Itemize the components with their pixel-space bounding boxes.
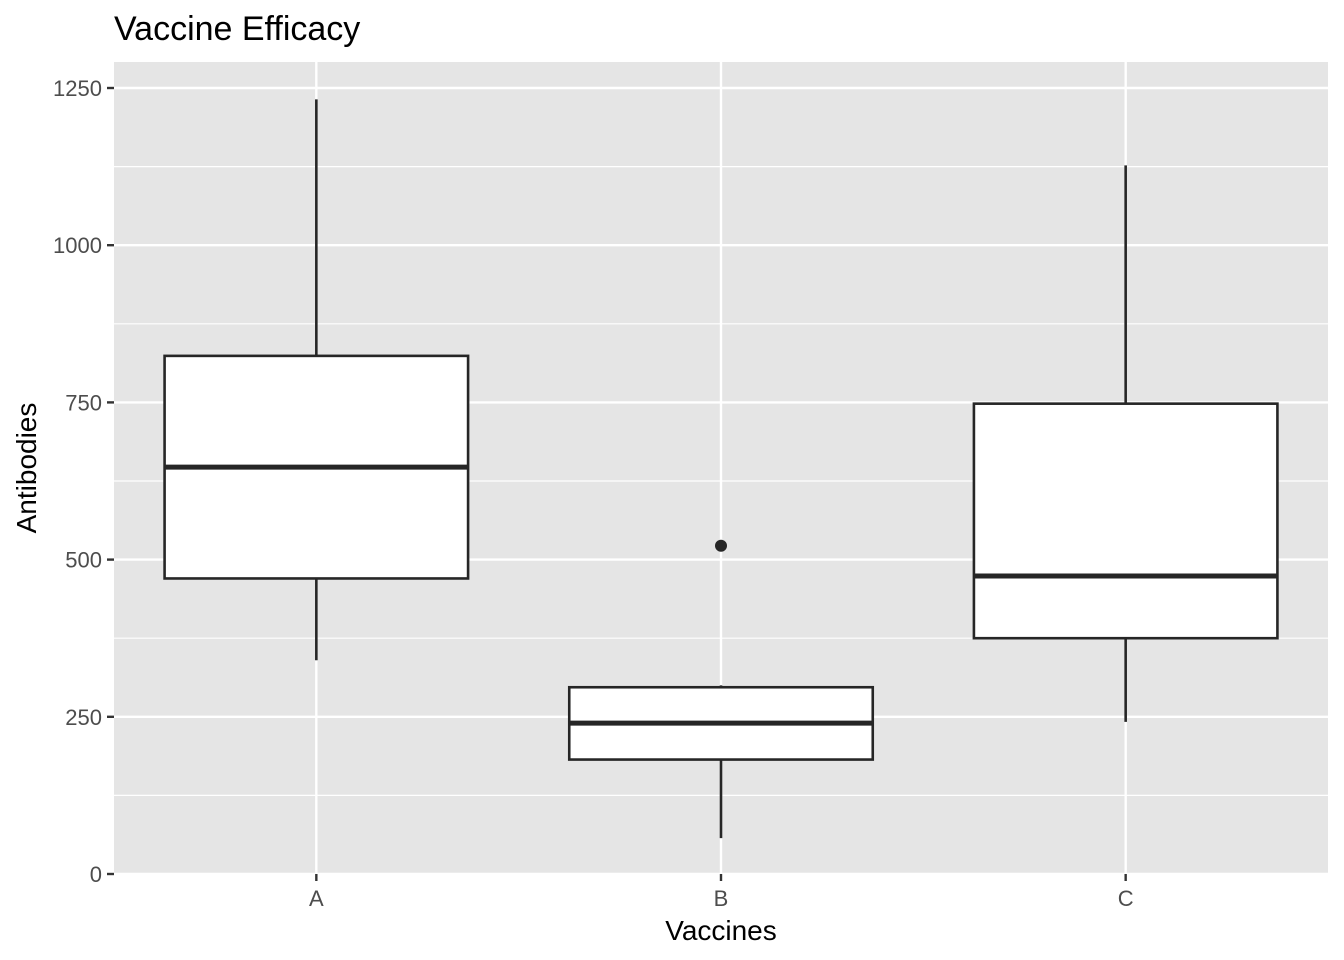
box-b bbox=[567, 539, 875, 839]
x-axis: A B C bbox=[309, 874, 1134, 911]
box-c bbox=[972, 165, 1279, 722]
outlier-point bbox=[715, 539, 727, 552]
y-axis: 0 250 500 750 1000 1250 bbox=[53, 76, 114, 887]
y-tick-label: 500 bbox=[65, 548, 102, 573]
x-tick-label: A bbox=[309, 886, 324, 911]
boxes-layer bbox=[163, 99, 1279, 839]
chart-title: Vaccine Efficacy bbox=[114, 10, 360, 48]
x-tick-label: C bbox=[1118, 886, 1134, 911]
y-tick-label: 1250 bbox=[53, 76, 102, 101]
y-tick-label: 0 bbox=[90, 862, 102, 887]
x-tick-label: B bbox=[714, 886, 729, 911]
y-tick-label: 750 bbox=[65, 390, 102, 415]
y-tick-label: 1000 bbox=[53, 233, 102, 258]
x-axis-title: Vaccines bbox=[665, 915, 777, 946]
box-iqr bbox=[972, 402, 1279, 640]
y-axis-title: Antibodies bbox=[11, 403, 42, 534]
y-tick-label: 250 bbox=[65, 705, 102, 730]
box-a bbox=[163, 99, 470, 661]
